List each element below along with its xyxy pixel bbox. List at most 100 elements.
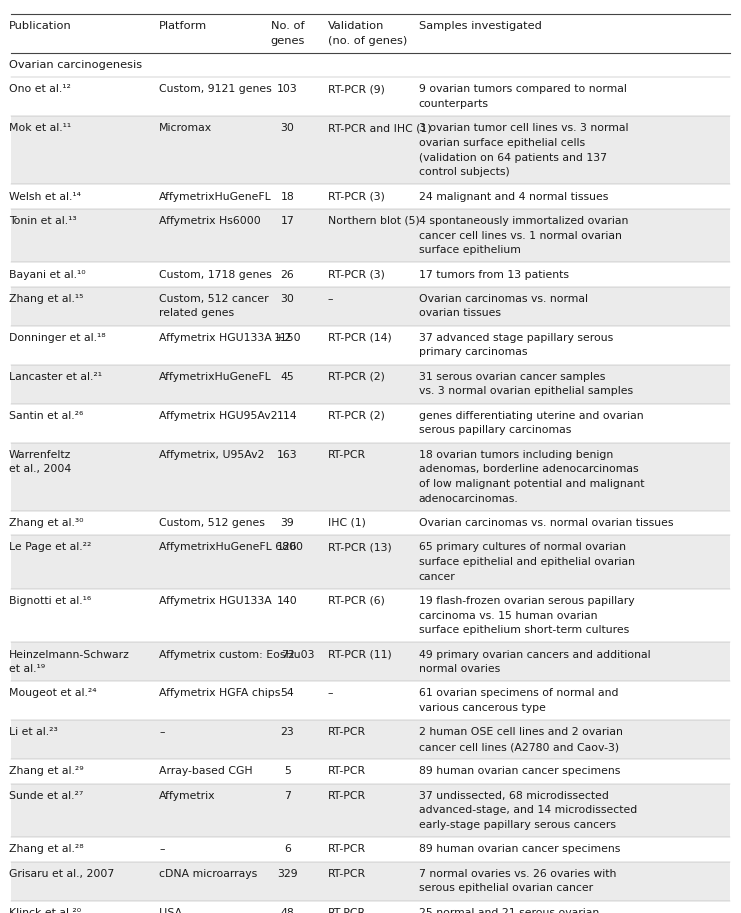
Text: Affymetrix HGU95Av2: Affymetrix HGU95Av2 [159,411,278,421]
Text: RT-PCR (13): RT-PCR (13) [328,542,391,552]
Text: 61 ovarian specimens of normal and: 61 ovarian specimens of normal and [419,688,618,698]
Text: 37 undissected, 68 microdissected: 37 undissected, 68 microdissected [419,791,608,801]
Text: RT-PCR (3): RT-PCR (3) [328,192,385,202]
Text: 54: 54 [281,688,294,698]
Text: surface epithelial and epithelial ovarian: surface epithelial and epithelial ovaria… [419,557,634,567]
Text: Affymetrix HGU133A: Affymetrix HGU133A [159,596,272,606]
Text: AffymetrixHuGeneFL: AffymetrixHuGeneFL [159,372,272,382]
Text: RT-PCR: RT-PCR [328,908,365,913]
Text: et al., 2004: et al., 2004 [9,465,71,475]
Text: 18 ovarian tumors including benign: 18 ovarian tumors including benign [419,450,613,460]
Text: surface epithelium: surface epithelium [419,246,520,255]
Text: Affymetrix Hs6000: Affymetrix Hs6000 [159,215,261,226]
Text: RT-PCR (6): RT-PCR (6) [328,596,385,606]
Text: Northern blot (5): Northern blot (5) [328,215,419,226]
Text: RT-PCR: RT-PCR [328,450,365,460]
Text: Tonin et al.¹³: Tonin et al.¹³ [9,215,76,226]
Bar [11,209,730,262]
Bar [11,287,730,326]
Text: Affymetrix: Affymetrix [159,791,216,801]
Text: ovarian surface epithelial cells: ovarian surface epithelial cells [419,138,585,148]
Text: 89 human ovarian cancer specimens: 89 human ovarian cancer specimens [419,766,620,776]
Text: various cancerous type: various cancerous type [419,703,545,713]
Text: normal ovaries: normal ovaries [419,664,500,674]
Text: Samples investigated: Samples investigated [419,21,542,31]
Text: Grisaru et al., 2007: Grisaru et al., 2007 [9,869,114,878]
Text: Li et al.²³: Li et al.²³ [9,728,58,738]
Text: 37 advanced stage papillary serous: 37 advanced stage papillary serous [419,333,613,343]
Text: Ovarian carcinogenesis: Ovarian carcinogenesis [9,60,142,70]
Bar [11,720,730,760]
Text: ovarian tissues: ovarian tissues [419,309,501,319]
Text: Heinzelmann-Schwarz: Heinzelmann-Schwarz [9,649,130,659]
Text: adenocarcinomas.: adenocarcinomas. [419,494,519,504]
Text: genes: genes [270,36,305,46]
Text: AffymetrixHuGeneFL 6800: AffymetrixHuGeneFL 6800 [159,542,303,552]
Bar [11,443,730,510]
Text: adenomas, borderline adenocarcinomas: adenomas, borderline adenocarcinomas [419,465,638,475]
Text: –: – [159,728,165,738]
Text: Zhang et al.³⁰: Zhang et al.³⁰ [9,518,84,528]
Text: Sunde et al.²⁷: Sunde et al.²⁷ [9,791,83,801]
Bar [11,783,730,837]
Text: RT-PCR (2): RT-PCR (2) [328,372,385,382]
Text: advanced-stage, and 14 microdissected: advanced-stage, and 14 microdissected [419,805,637,815]
Text: 89 human ovarian cancer specimens: 89 human ovarian cancer specimens [419,845,620,855]
Text: 31 serous ovarian cancer samples: 31 serous ovarian cancer samples [419,372,605,382]
Text: Ovarian carcinomas vs. normal: Ovarian carcinomas vs. normal [419,294,588,304]
Text: 19 flash-frozen ovarian serous papillary: 19 flash-frozen ovarian serous papillary [419,596,634,606]
Text: RT-PCR: RT-PCR [328,766,365,776]
Text: 48: 48 [281,908,294,913]
Text: carcinoma vs. 15 human ovarian: carcinoma vs. 15 human ovarian [419,611,597,621]
Text: of low malignant potential and malignant: of low malignant potential and malignant [419,479,644,489]
Text: 49 primary ovarian cancers and additional: 49 primary ovarian cancers and additiona… [419,649,651,659]
Text: 1150: 1150 [273,333,302,343]
Text: Donninger et al.¹⁸: Donninger et al.¹⁸ [9,333,105,343]
Text: Klinck et al.²⁰: Klinck et al.²⁰ [9,908,81,913]
Text: 30: 30 [281,294,294,304]
Text: 329: 329 [277,869,298,878]
Text: RT-PCR (11): RT-PCR (11) [328,649,391,659]
Text: 39: 39 [281,518,294,528]
Text: Affymetrix custom: EosHu03: Affymetrix custom: EosHu03 [159,649,315,659]
Text: Mougeot et al.²⁴: Mougeot et al.²⁴ [9,688,96,698]
Text: Mok et al.¹¹: Mok et al.¹¹ [9,123,71,133]
Bar [11,535,730,589]
Text: 25 normal and 21 serous ovarian: 25 normal and 21 serous ovarian [419,908,599,913]
Text: Custom, 9121 genes: Custom, 9121 genes [159,84,272,94]
Text: RT-PCR and IHC (1): RT-PCR and IHC (1) [328,123,431,133]
Bar [11,862,730,900]
Text: RT-PCR (2): RT-PCR (2) [328,411,385,421]
Text: Le Page et al.²²: Le Page et al.²² [9,542,91,552]
Text: 65 primary cultures of normal ovarian: 65 primary cultures of normal ovarian [419,542,625,552]
Text: et al.¹⁹: et al.¹⁹ [9,664,45,674]
Text: No. of: No. of [270,21,305,31]
Text: (validation on 64 patients and 137: (validation on 64 patients and 137 [419,152,607,163]
Text: RT-PCR (14): RT-PCR (14) [328,333,391,343]
Text: vs. 3 normal ovarian epithelial samples: vs. 3 normal ovarian epithelial samples [419,386,633,396]
Text: Ovarian carcinomas vs. normal ovarian tissues: Ovarian carcinomas vs. normal ovarian ti… [419,518,673,528]
Bar [11,643,730,681]
Text: LISA: LISA [159,908,184,913]
Text: 45: 45 [281,372,294,382]
Text: serous papillary carcinomas: serous papillary carcinomas [419,425,571,436]
Text: (no. of genes): (no. of genes) [328,36,407,46]
Text: counterparts: counterparts [419,99,488,109]
Text: Affymetrix HGFA chips: Affymetrix HGFA chips [159,688,281,698]
Text: Validation: Validation [328,21,384,31]
Text: 163: 163 [277,450,298,460]
Bar [11,116,730,184]
Text: cancer cell lines (A2780 and Caov-3): cancer cell lines (A2780 and Caov-3) [419,742,619,752]
Text: 30: 30 [281,123,294,133]
Text: Affymetrix HGU133A +2: Affymetrix HGU133A +2 [159,333,291,343]
Text: –: – [328,688,333,698]
Text: 72: 72 [281,649,294,659]
Text: Warrenfeltz: Warrenfeltz [9,450,71,460]
Text: Array-based CGH: Array-based CGH [159,766,253,776]
Text: RT-PCR (9): RT-PCR (9) [328,84,385,94]
Bar [11,364,730,404]
Text: related genes: related genes [159,309,234,319]
Text: 126: 126 [277,542,298,552]
Text: RT-PCR: RT-PCR [328,869,365,878]
Text: 23: 23 [281,728,294,738]
